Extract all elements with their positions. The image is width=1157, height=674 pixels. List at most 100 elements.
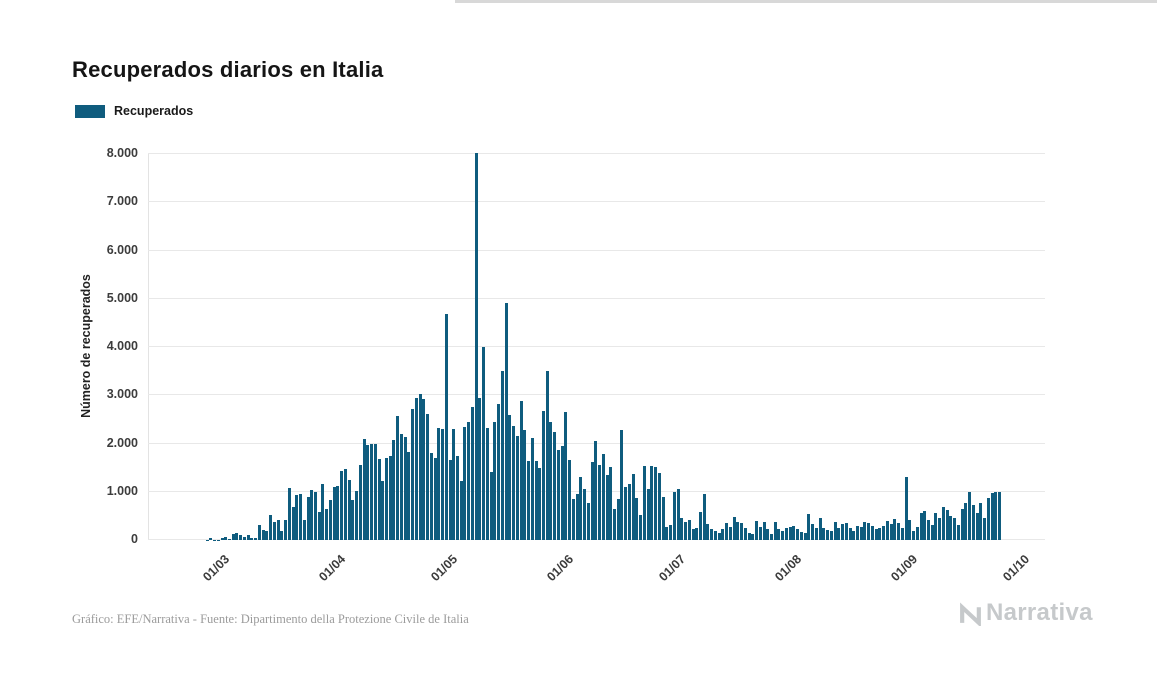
bar <box>784 528 788 540</box>
bar <box>998 491 1002 540</box>
bar <box>246 535 250 540</box>
bar <box>575 493 579 540</box>
bar <box>351 500 355 540</box>
bar <box>691 528 695 540</box>
bar <box>964 503 968 540</box>
bar <box>489 472 493 540</box>
x-tick-label: 01/09 <box>887 552 920 585</box>
bar <box>721 528 725 540</box>
bar <box>878 527 882 540</box>
bar <box>403 437 407 540</box>
bar <box>762 521 766 540</box>
y-tick-label: 6.000 <box>106 242 138 257</box>
source-credit: Gráfico: EFE/Narrativa - Fuente: Diparti… <box>72 612 469 626</box>
bar <box>665 527 669 540</box>
bar <box>504 302 508 540</box>
bar <box>269 514 273 540</box>
narrativa-logo-icon <box>960 601 981 626</box>
bar <box>452 428 456 540</box>
x-tick-label: 01/08 <box>771 552 804 585</box>
bar <box>885 521 889 540</box>
bar <box>478 397 482 540</box>
y-tick-label: 2.000 <box>106 435 138 450</box>
bar <box>500 371 504 540</box>
bar <box>855 525 859 540</box>
bar <box>231 534 235 540</box>
y-tick-label: 0 <box>131 532 138 546</box>
bar <box>788 526 792 540</box>
bar <box>601 454 605 540</box>
bar <box>889 524 893 540</box>
bar <box>209 537 213 540</box>
bar <box>863 521 867 540</box>
bar <box>538 467 542 540</box>
bar <box>583 488 587 540</box>
bar <box>676 489 680 540</box>
bar <box>355 490 359 540</box>
bar <box>295 494 299 540</box>
bar <box>631 474 635 540</box>
bar <box>347 480 351 540</box>
bar <box>220 538 224 540</box>
bar <box>433 458 437 540</box>
bar <box>758 526 762 540</box>
bar <box>594 440 598 540</box>
x-tick-label: 01/10 <box>999 552 1032 585</box>
bar <box>564 412 568 540</box>
bar <box>467 421 471 540</box>
bar <box>983 517 987 540</box>
bar <box>814 527 818 540</box>
bar <box>362 438 366 540</box>
bar <box>698 512 702 540</box>
bar <box>325 508 329 540</box>
bar <box>646 488 650 540</box>
bar <box>657 472 661 540</box>
bar <box>605 475 609 540</box>
bar <box>706 523 710 540</box>
bar <box>818 517 822 540</box>
bar <box>545 370 549 540</box>
bar <box>571 499 575 540</box>
bar <box>272 522 276 540</box>
bar <box>332 486 336 540</box>
bar <box>224 536 228 540</box>
bar <box>930 524 934 540</box>
bar <box>803 533 807 540</box>
bar <box>609 467 613 540</box>
bar <box>829 531 833 540</box>
bar <box>568 460 572 540</box>
bar <box>672 491 676 540</box>
y-axis-line <box>148 154 149 540</box>
bar <box>807 513 811 540</box>
bar <box>321 484 325 540</box>
bar <box>900 527 904 540</box>
y-tick-label: 4.000 <box>106 339 138 353</box>
bar <box>990 492 994 540</box>
legend-label: Recuperados <box>114 104 194 118</box>
bar <box>620 429 624 540</box>
bar <box>299 494 303 540</box>
bar <box>534 460 538 540</box>
bar <box>773 521 777 540</box>
bar <box>736 522 740 540</box>
bar <box>366 444 370 540</box>
bar <box>669 525 673 540</box>
bar <box>291 506 295 540</box>
bar <box>968 492 972 540</box>
bar <box>250 538 254 540</box>
bar <box>680 517 684 540</box>
y-tick-label: 7.000 <box>106 194 138 209</box>
y-axis-tick-labels: 0 1.000 2.000 3.000 4.000 5.000 6.000 7.000 8.00… <box>44 146 138 546</box>
bar <box>553 431 557 540</box>
bar <box>474 153 478 540</box>
bar <box>441 428 445 540</box>
bar <box>755 521 759 540</box>
bar <box>740 523 744 540</box>
bar <box>613 509 617 540</box>
bar <box>470 407 474 540</box>
bar <box>549 422 553 540</box>
legend: Recuperados <box>75 104 193 118</box>
bar <box>702 493 706 540</box>
bar <box>497 404 501 540</box>
bar <box>725 523 729 540</box>
